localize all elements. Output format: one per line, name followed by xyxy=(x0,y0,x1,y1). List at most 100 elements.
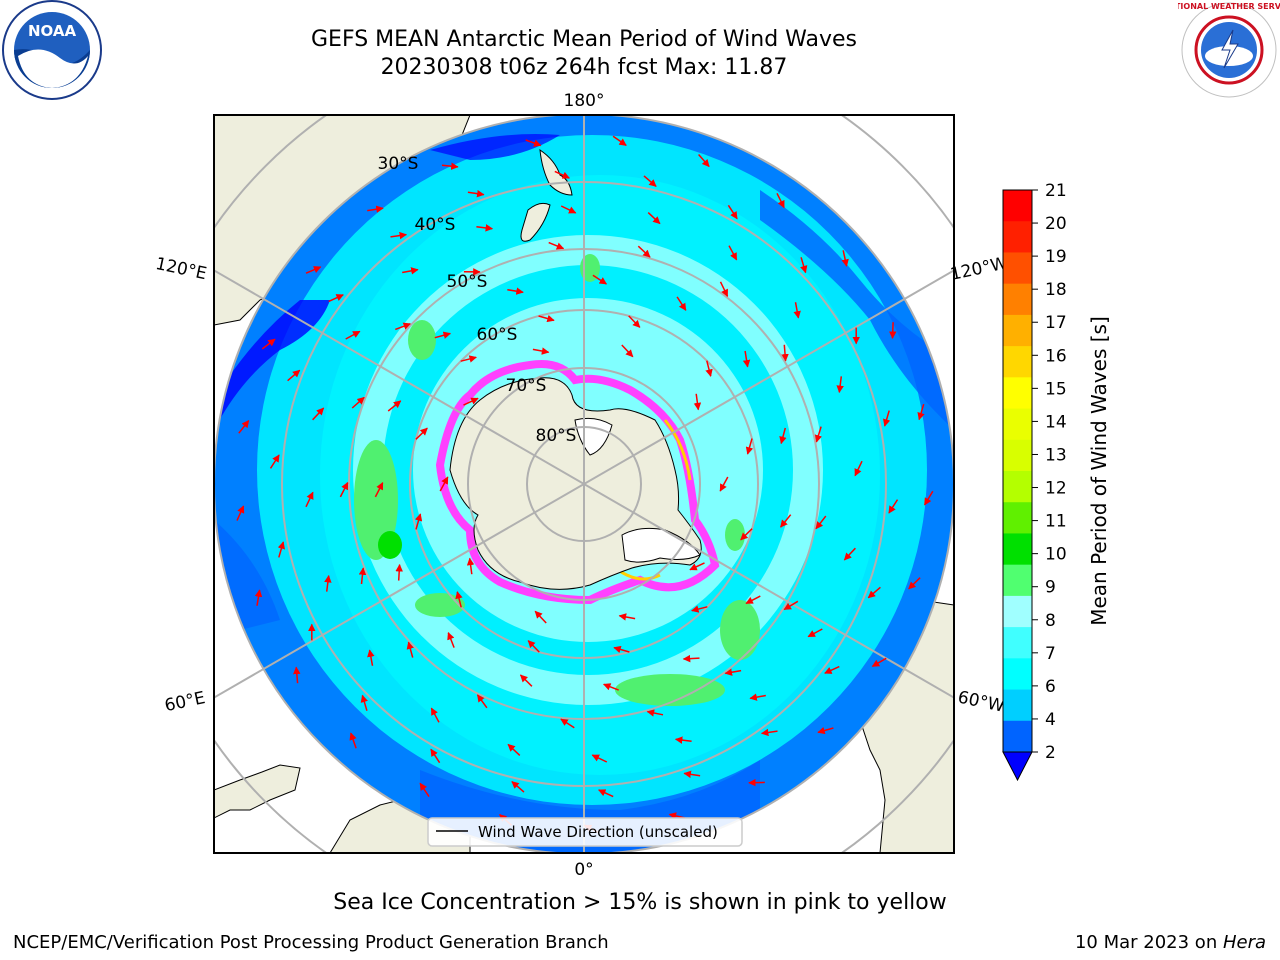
wind-arrow xyxy=(476,224,494,232)
lon-label-60e: 60°E xyxy=(163,688,207,716)
colorbar-tick-label: 12 xyxy=(1045,479,1067,499)
colorbar-segment xyxy=(1003,502,1032,534)
wind-arrow xyxy=(742,350,751,368)
wind-arrow xyxy=(519,674,533,687)
wind-arrow xyxy=(637,245,651,258)
wind-arrow xyxy=(689,562,705,571)
wind-arrow xyxy=(406,641,414,658)
lon-label-120e: 120°E xyxy=(154,254,209,284)
wind-arrow xyxy=(781,344,789,362)
wind-arrow xyxy=(745,438,754,455)
wind-arrow xyxy=(674,736,692,744)
wind-arrow xyxy=(339,481,349,498)
colorbar-tick-label: 21 xyxy=(1045,181,1067,201)
wind-arrow xyxy=(888,499,899,514)
wind-direction-arrows xyxy=(236,135,934,834)
colorbar-segment xyxy=(1003,564,1032,597)
wind-arrow xyxy=(538,314,555,323)
lon-label-180: 180° xyxy=(564,91,605,111)
wind-arrow xyxy=(525,139,542,147)
wind-arrow xyxy=(467,189,485,198)
footer-right: 10 Mar 2023 on Hera xyxy=(1075,932,1266,953)
wind-arrow xyxy=(836,376,844,394)
wind-arrow xyxy=(466,557,475,575)
wind-arrow xyxy=(779,427,787,445)
wind-arrow xyxy=(647,212,661,225)
footer-date: 10 Mar 2023 on xyxy=(1074,932,1223,953)
colorbar-tick-label: 16 xyxy=(1045,346,1067,366)
wind-arrow xyxy=(745,595,761,605)
lat-label-60s: 60°S xyxy=(477,325,518,345)
wind-arrow xyxy=(760,728,778,737)
map-content xyxy=(214,115,954,853)
colorbar-segment xyxy=(1003,533,1032,566)
map-legend: Wind Wave Direction (unscaled) xyxy=(427,817,743,847)
wind-arrow xyxy=(507,287,524,295)
wind-arrow xyxy=(815,515,827,530)
wind-arrow xyxy=(349,732,357,749)
wind-arrow xyxy=(646,709,664,717)
lat-label-50s: 50°S xyxy=(447,272,488,292)
footer-left: NCEP/EMC/Verification Post Processing Pr… xyxy=(13,932,609,953)
caption: Sea Ice Concentration > 15% is shown in … xyxy=(333,890,947,915)
wind-arrow xyxy=(728,245,738,261)
lat-label-30s: 30°S xyxy=(378,154,419,174)
colorbar-tick-label: 19 xyxy=(1045,247,1067,267)
colorbar-tick-label: 2 xyxy=(1045,743,1056,763)
wind-arrow xyxy=(269,454,280,469)
wind-arrow xyxy=(719,281,729,297)
wind-arrow xyxy=(749,693,766,701)
colorbar-segment xyxy=(1003,314,1032,347)
wind-arrow xyxy=(305,266,322,274)
wind-arrow xyxy=(402,267,419,275)
chart-title: GEFS MEAN Antarctic Mean Period of Wind … xyxy=(311,27,857,52)
wind-arrow xyxy=(305,491,314,508)
colorbar-tick-label: 8 xyxy=(1045,611,1056,631)
wind-arrow xyxy=(439,476,449,492)
wind-arrow xyxy=(917,403,925,421)
wind-arrow xyxy=(727,204,738,220)
noaa-logo: NOAA xyxy=(2,0,102,100)
colorbar-tick-label: 7 xyxy=(1045,644,1056,664)
colorbar: 2 4 6 7 8 9 10 11 12 13 14 15 16 17 18 19 20 21 xyxy=(1002,181,1067,782)
colorbar-segment xyxy=(1003,283,1032,316)
wind-arrow xyxy=(621,344,634,358)
wind-arrow xyxy=(293,666,301,684)
colorbar-extend-triangle xyxy=(1002,751,1033,782)
wind-arrow xyxy=(793,302,801,319)
colorbar-tick-label: 15 xyxy=(1045,379,1067,399)
lon-label-60w: 60°W xyxy=(956,687,1006,716)
colorbar-segment xyxy=(1003,346,1032,378)
colorbar-segment xyxy=(1003,595,1032,628)
colorbar-tick-label: 17 xyxy=(1045,313,1067,333)
wind-arrow xyxy=(261,338,276,350)
wind-arrow xyxy=(324,574,332,592)
colorbar-segment xyxy=(1003,252,1032,285)
wind-arrow xyxy=(367,205,384,213)
wind-arrow xyxy=(908,577,921,590)
wind-arrow xyxy=(612,135,627,147)
wind-arrow xyxy=(312,407,325,421)
wind-arrow xyxy=(841,250,849,267)
wind-arrow xyxy=(854,460,863,477)
map-frame xyxy=(213,114,955,854)
wind-arrow xyxy=(843,547,856,561)
wind-arrow xyxy=(476,694,488,709)
wind-arrow xyxy=(387,400,402,412)
wind-arrow xyxy=(683,770,701,779)
wind-arrow xyxy=(740,528,753,541)
wind-arrow xyxy=(719,476,729,492)
wind-arrow xyxy=(691,605,708,613)
wind-arrow xyxy=(460,355,477,363)
wind-arrow xyxy=(527,640,540,653)
wind-arrow xyxy=(923,490,934,506)
wind-arrow xyxy=(882,410,891,427)
lon-label-0: 0° xyxy=(574,860,593,880)
wind-arrow xyxy=(780,514,792,528)
colorbar-segment xyxy=(1003,720,1032,753)
wind-arrow xyxy=(415,427,428,440)
wind-arrow xyxy=(358,567,367,585)
wind-arrow xyxy=(390,231,408,240)
colorbar-segment xyxy=(1003,377,1032,410)
